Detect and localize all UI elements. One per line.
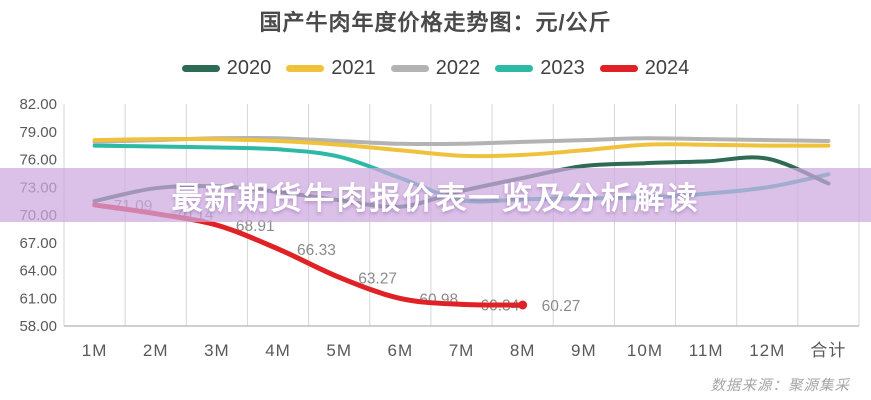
y-tick-label: 76.00 [19, 152, 57, 169]
overlay-banner: 最新期货牛肉报价表一览及分析解读 [0, 168, 871, 222]
chart-legend: 2020 2021 2022 2023 2024 [0, 56, 871, 80]
x-tick-label: 10M [627, 341, 663, 360]
x-tick-label: 1M [82, 341, 108, 360]
x-tick-label: 8M [510, 341, 536, 360]
legend-swatch-2023 [495, 64, 534, 72]
point-value-label: 66.33 [297, 242, 336, 259]
legend-label-2021: 2021 [331, 56, 376, 79]
y-tick-label: 67.00 [19, 235, 57, 252]
legend-swatch-2020 [181, 64, 220, 72]
legend-label-2022: 2022 [435, 56, 481, 79]
x-tick-label: 11M [689, 341, 724, 360]
x-tick-label: 7M [449, 341, 475, 360]
y-tick-label: 79.00 [19, 124, 57, 141]
x-tick-label: 12M [749, 341, 785, 360]
x-tick-label: 5M [326, 341, 352, 360]
legend-item-2024: 2024 [599, 56, 690, 80]
series-line-2021 [92, 136, 831, 159]
series-end-marker-2024 [518, 300, 528, 310]
point-value-label: 60.27 [542, 298, 581, 315]
x-tick-label: 6M [388, 341, 414, 360]
legend-swatch-2021 [286, 64, 325, 72]
source-note: 数据来源：聚源集采 [710, 378, 850, 394]
legend-item-2022: 2022 [390, 56, 481, 80]
legend-item-2021: 2021 [286, 57, 376, 80]
legend-item-2023: 2023 [495, 57, 585, 80]
legend-swatch-2024 [599, 64, 638, 72]
y-tick-label: 82.00 [19, 96, 57, 113]
point-value-label: 68.91 [236, 218, 275, 235]
y-tick-label: 58.00 [19, 318, 57, 335]
x-axis-labels: 1M 2M 3M 4M 5M 6M 7M 8M 9M 10M 11M 12M 合计 [82, 341, 846, 360]
x-tick-label: 合计 [810, 341, 846, 360]
point-value-label: 63.27 [358, 270, 397, 287]
x-tick-label: 2M [143, 341, 169, 360]
x-tick-label: 9M [571, 341, 597, 360]
legend-label-2024: 2024 [644, 56, 690, 79]
y-tick-label: 61.00 [19, 290, 57, 307]
legend-label-2023: 2023 [540, 56, 585, 79]
x-tick-label: 3M [204, 341, 230, 360]
chart-title: 国产牛肉年度价格走势图：元/公斤 [259, 10, 612, 35]
overlay-banner-text: 最新期货牛肉报价表一览及分析解读 [171, 180, 700, 216]
x-tick-label: 4M [265, 341, 291, 360]
legend-label-2020: 2020 [226, 56, 272, 79]
legend-item-2020: 2020 [181, 56, 272, 80]
y-tick-label: 64.00 [19, 263, 57, 280]
legend-swatch-2022 [390, 64, 429, 72]
